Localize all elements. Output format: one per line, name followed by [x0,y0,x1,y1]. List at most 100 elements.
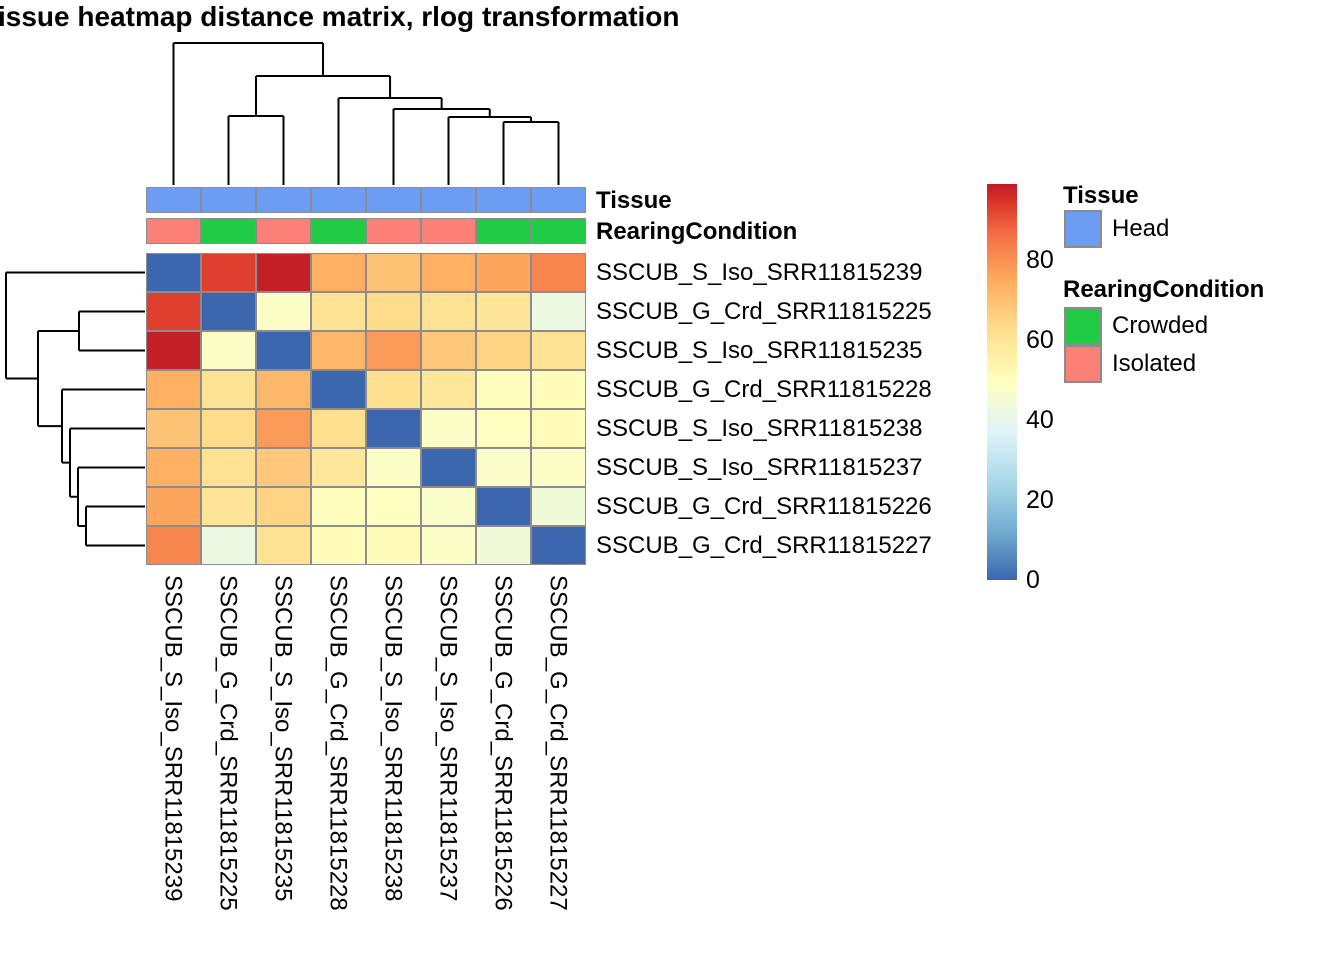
heatmap-cell [476,526,531,565]
colorbar-tick-label: 0 [1026,566,1040,594]
colorbar-tick-label: 40 [1026,406,1054,434]
tissue-annotation-cell [531,187,586,213]
heatmap-cell [256,370,311,409]
legend-tissue-header: Tissue [1063,182,1139,209]
row-label: SSCUB_G_Crd_SRR11815226 [596,492,932,520]
heatmap-cell [146,331,201,370]
heatmap-cell [531,292,586,331]
legend-item-label: Crowded [1112,312,1209,339]
legend-rearing-header: RearingCondition [1063,276,1265,303]
rearing-annotation-cell [146,218,201,244]
column-label: SSCUB_S_Iso_SRR11815238 [379,575,407,902]
heatmap-cell [366,253,421,292]
heatmap-cell [311,331,366,370]
heatmap-cell [256,253,311,292]
rearing-annotation-cell [311,218,366,244]
column-label: SSCUB_G_Crd_SRR11815228 [324,575,352,911]
heatmap-cell [146,292,201,331]
heatmap-cell [256,526,311,565]
heatmap-cell [256,292,311,331]
tissue-annotation-cell [311,187,366,213]
heatmap-cell [476,448,531,487]
heatmap-cell [311,409,366,448]
tissue-annotation-cell [201,187,256,213]
heatmap-cell [201,292,256,331]
legend-item-label: Isolated [1112,350,1197,377]
heatmap-cell [311,370,366,409]
heatmap-cell [421,409,476,448]
heatmap-cell [476,331,531,370]
heatmap-cell [146,409,201,448]
heatmap-cell [366,292,421,331]
column-label: SSCUB_S_Iso_SRR11815237 [434,575,462,902]
colorbar-tick-label: 20 [1026,486,1054,514]
heatmap-cell [256,409,311,448]
heatmap-cell [531,526,586,565]
heatmap-cell [366,526,421,565]
heatmap-cell [256,448,311,487]
figure-title: issue heatmap distance matrix, rlog tran… [0,1,680,32]
heatmap-cell [421,448,476,487]
column-label: SSCUB_S_Iso_SRR11815235 [269,575,297,902]
tissue-annotation-cell [421,187,476,213]
row-label: SSCUB_G_Crd_SRR11815227 [596,531,932,559]
row-label: SSCUB_S_Iso_SRR11815238 [596,414,923,442]
heatmap-cell [146,253,201,292]
row-label: SSCUB_S_Iso_SRR11815235 [596,336,923,364]
heatmap-cell [531,487,586,526]
tissue-annotation-cell [366,187,421,213]
rearing-annotation-cell [366,218,421,244]
colorbar-gradient [987,184,1017,580]
heatmap-cell [201,253,256,292]
heatmap-cell [146,487,201,526]
heatmap-cell [311,253,366,292]
heatmap-cell [531,448,586,487]
heatmap-cell [421,487,476,526]
heatmap-cell [476,487,531,526]
legend-item-label: Head [1112,215,1170,242]
heatmap-cell [476,409,531,448]
heatmap-cell [366,331,421,370]
heatmap-cell [531,253,586,292]
heatmap-cell [146,448,201,487]
heatmap-cell [366,409,421,448]
tissue-bar-label: Tissue [596,187,672,214]
heatmap-cell [201,370,256,409]
rearing-annotation-cell [256,218,311,244]
colorbar-tick-label: 80 [1026,246,1054,274]
heatmap-cell [201,409,256,448]
heatmap-cell [146,526,201,565]
heatmap-cell [201,526,256,565]
row-label: SSCUB_G_Crd_SRR11815225 [596,297,932,325]
heatmap-cell [421,331,476,370]
row-label: SSCUB_S_Iso_SRR11815239 [596,258,923,286]
tissue-annotation-cell [256,187,311,213]
heatmap-cell [531,331,586,370]
column-label: SSCUB_G_Crd_SRR11815227 [544,575,572,911]
heatmap-cell [256,487,311,526]
heatmap-cell [311,526,366,565]
heatmap-cell [531,409,586,448]
rearing-bar-label: RearingCondition [596,218,798,245]
heatmap-cell [366,370,421,409]
rearing-annotation-cell [531,218,586,244]
heatmap-cell [421,370,476,409]
heatmap-cell [421,253,476,292]
heatmap-cell [421,526,476,565]
legend-swatch [1064,345,1102,383]
heatmap-cell [476,253,531,292]
row-label: SSCUB_S_Iso_SRR11815237 [596,453,923,481]
rearing-annotation-cell [421,218,476,244]
tissue-annotation-cell [476,187,531,213]
rearing-annotation-cell [201,218,256,244]
tissue-annotation-cell [146,187,201,213]
heatmap-cell [256,331,311,370]
heatmap-cell [476,292,531,331]
rearing-annotation-cell [476,218,531,244]
heatmap-cell [421,292,476,331]
colorbar-tick-label: 60 [1026,326,1054,354]
column-label: SSCUB_G_Crd_SRR11815226 [489,575,517,911]
heatmap-cell [146,370,201,409]
heatmap-cell [531,370,586,409]
